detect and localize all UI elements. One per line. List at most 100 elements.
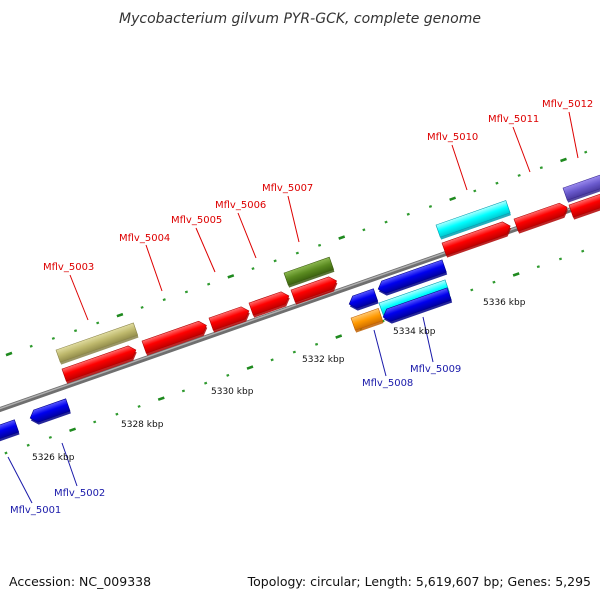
ruler-label-5334: 5334 kbp: [393, 327, 436, 337]
gene-label-mflv-5009: Mflv_5009: [410, 364, 461, 375]
gene-arrow-mflv-5004-group: [141, 319, 209, 356]
gene-arrow-mflv-5009[interactable]: [381, 287, 452, 323]
upper-tick-mark: [428, 205, 433, 208]
gene-arrow-mflv-5007[interactable]: [290, 275, 339, 303]
upper-tick-mark: [140, 305, 144, 309]
feature-mflv-5012-group: [562, 172, 600, 203]
feature-mflv-5008[interactable]: [350, 308, 384, 331]
label-connectors: [7, 111, 579, 504]
upper-tick-mark: [207, 282, 211, 286]
ruler-label-5336: 5336 kbp: [483, 298, 526, 308]
lower-tick-mark: [93, 420, 97, 424]
gene-label-mflv-5008: Mflv_5008: [362, 378, 413, 389]
lower-tick-mark: [69, 427, 77, 433]
lower-tick-mark: [335, 334, 343, 339]
gene-arrow-mflv-5008b-group: [376, 259, 448, 296]
feature-mflv-5008-group: [350, 308, 384, 333]
upper-tick-mark: [96, 321, 100, 325]
lower-tick-mark: [470, 288, 474, 292]
upper-tick-mark: [406, 212, 410, 216]
gene-arrow-mflv-5007-group: [290, 275, 339, 305]
connector-mflv-5011: [512, 126, 531, 173]
upper-tick-row: [5, 150, 588, 357]
gene-features: [0, 172, 600, 442]
gene-arrow-mflv-5011[interactable]: [513, 201, 569, 232]
connector-mflv-5005: [195, 227, 216, 273]
connector-mflv-5006: [237, 212, 257, 259]
upper-tick-mark: [73, 329, 78, 333]
gene-label-mflv-5004: Mflv_5004: [119, 233, 170, 244]
gene-label-mflv-5006: Mflv_5006: [215, 200, 266, 211]
upper-tick-mark: [473, 189, 477, 193]
gene-arrow-mflv-5008a-group: [347, 288, 379, 311]
lower-tick-mark: [558, 257, 563, 261]
lower-tick-mark: [26, 443, 30, 447]
lower-tick-mark: [314, 342, 319, 346]
upper-tick-mark: [162, 298, 166, 302]
lower-tick-mark: [246, 365, 254, 370]
gene-arrow-mflv-5003[interactable]: [61, 344, 138, 382]
gene-label-mflv-5012: Mflv_5012: [542, 99, 593, 110]
lower-tick-mark: [4, 451, 8, 455]
gene-label-mflv-5007: Mflv_5007: [262, 183, 313, 194]
feature-mflv-5012[interactable]: [562, 172, 600, 201]
upper-tick-mark: [338, 235, 346, 240]
map-title: Mycobacterium gilvum PYR-GCK, complete g…: [119, 11, 481, 27]
lower-tick-mark: [512, 272, 520, 277]
lower-tick-mark: [48, 435, 52, 439]
feature-mflv-5007[interactable]: [283, 256, 334, 286]
connector-mflv-5003: [69, 274, 89, 321]
connector-mflv-5010: [451, 144, 468, 191]
gene-labels: Mflv_5003 Mflv_5004 Mflv_5005 Mflv_5006 …: [10, 99, 593, 516]
upper-tick-mark: [5, 351, 13, 357]
connector-mflv-5002: [61, 442, 78, 487]
gene-label-mflv-5002: Mflv_5002: [54, 488, 105, 499]
gene-arrow-mflv-5002[interactable]: [28, 398, 71, 424]
lower-tick-mark: [536, 265, 540, 269]
lower-tick-mark: [492, 280, 496, 284]
upper-tick-mark: [295, 251, 299, 255]
lower-tick-mark: [204, 381, 208, 385]
feature-mflv-5010-group: [435, 200, 511, 240]
gene-arrow-mflv-5005-group: [208, 305, 251, 333]
connector-mflv-5001: [7, 456, 33, 504]
gene-arrow-mflv-5005[interactable]: [208, 305, 251, 331]
connector-mflv-5007: [287, 195, 300, 243]
lower-tick-mark: [181, 389, 186, 393]
upper-tick-mark: [184, 290, 189, 294]
gene-arrow-mflv-5009-group: [381, 287, 453, 324]
gene-arrow-mflv-5012[interactable]: [568, 192, 600, 218]
gene-arrow-mflv-5008a[interactable]: [347, 288, 379, 311]
gene-arrow-mflv-5010[interactable]: [441, 220, 512, 256]
gene-label-mflv-5003: Mflv_5003: [43, 262, 94, 273]
gene-label-mflv-5005: Mflv_5005: [171, 215, 222, 226]
ruler-label-5328: 5328 kbp: [121, 420, 164, 430]
gene-arrow-mflv-5006-group: [248, 290, 291, 318]
lower-tick-row: [4, 249, 585, 455]
ruler-label-5326: 5326 kbp: [32, 453, 75, 463]
feature-mflv-5003[interactable]: [55, 322, 139, 363]
gene-arrow-mflv-5011-group: [513, 201, 569, 234]
connector-mflv-5009: [422, 316, 434, 363]
feature-mflv-5007-group: [283, 256, 335, 288]
upper-tick-mark: [495, 181, 499, 185]
genome-summary-text: Topology: circular; Length: 5,619,607 bp…: [247, 574, 591, 589]
feature-mflv-5010[interactable]: [435, 200, 511, 238]
upper-tick-mark: [449, 196, 457, 202]
ruler-label-5330: 5330 kbp: [211, 387, 254, 397]
upper-tick-mark: [317, 243, 322, 247]
gene-arrow-mflv-5003-group: [61, 344, 138, 384]
upper-tick-mark: [251, 267, 255, 271]
gene-arrow-mflv-5001[interactable]: [0, 419, 20, 442]
lower-tick-mark: [137, 404, 141, 408]
gene-arrow-mflv-5004[interactable]: [141, 319, 209, 354]
gene-arrow-mflv-5008b[interactable]: [376, 259, 447, 295]
ruler-label-5332: 5332 kbp: [302, 355, 345, 365]
lower-tick-mark: [581, 249, 585, 253]
gene-label-mflv-5010: Mflv_5010: [427, 132, 478, 143]
gene-arrow-mflv-5006[interactable]: [248, 290, 291, 316]
ruler-labels: 5326 kbp 5328 kbp 5330 kbp 5332 kbp 5334…: [32, 298, 526, 463]
upper-tick-mark: [362, 228, 366, 232]
lower-tick-mark: [292, 350, 296, 354]
